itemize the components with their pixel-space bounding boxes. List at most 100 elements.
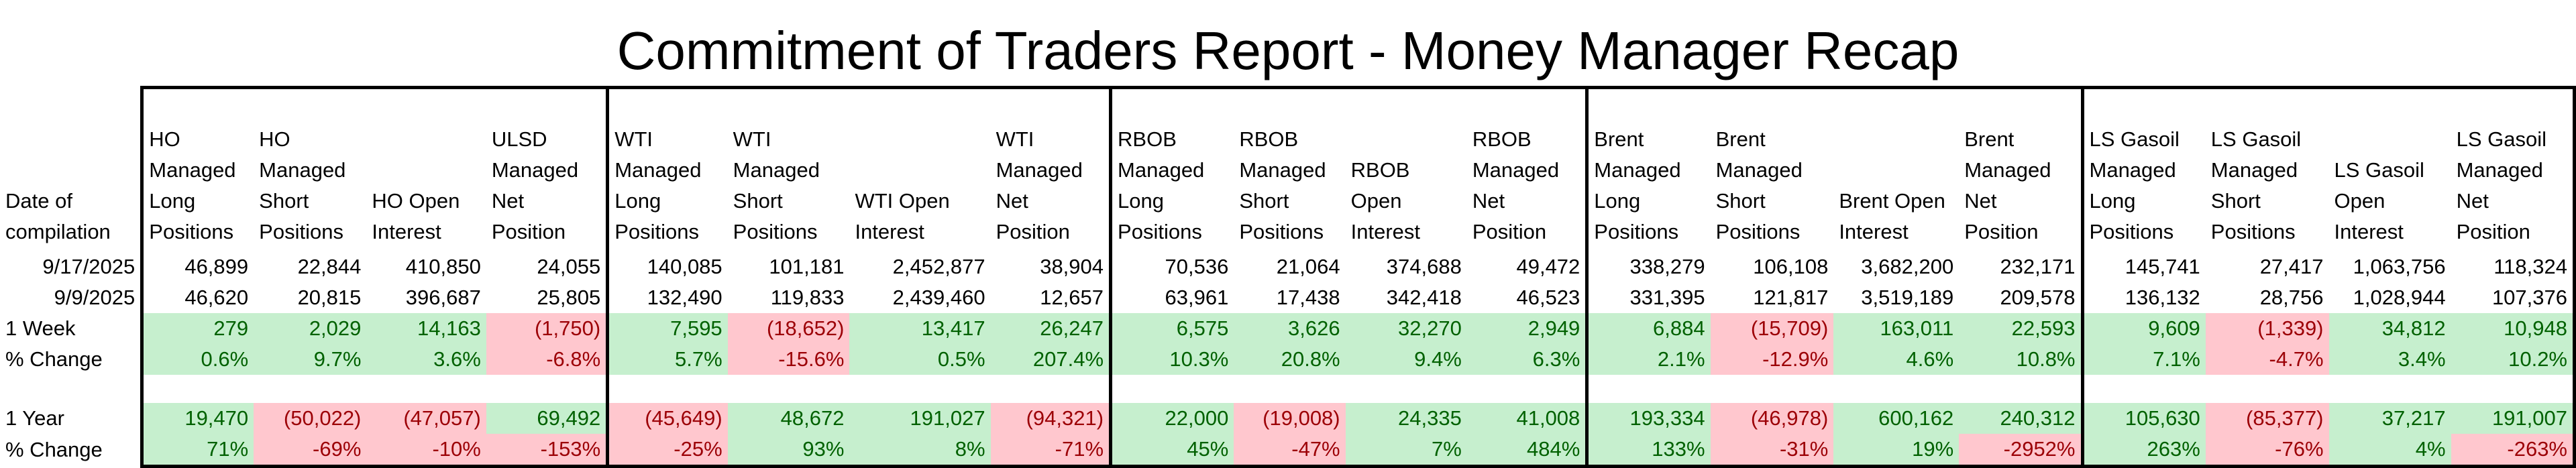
row-label: 9/17/2025 bbox=[42, 255, 136, 278]
row-label: 1 Year bbox=[5, 406, 64, 430]
table-cell: 600,162 bbox=[1833, 403, 1960, 434]
table-cell: 101,181 bbox=[769, 255, 845, 278]
table-cell: 140,085 bbox=[606, 251, 728, 282]
table-cell: 133% bbox=[1585, 434, 1711, 468]
table-cell: 121,817 bbox=[1753, 286, 1829, 309]
table-cell: 22,593 bbox=[1959, 313, 2082, 344]
table-cell: -25% bbox=[606, 434, 728, 468]
column-header: ULSD Managed Net Position bbox=[486, 86, 608, 251]
table-cell: 410,850 bbox=[405, 255, 481, 278]
table-cell: 46,899 bbox=[140, 251, 254, 282]
table-cell: -2952% bbox=[1959, 434, 2082, 468]
table-cell: 2,452,877 bbox=[892, 255, 985, 278]
table-cell: 48,672 bbox=[727, 403, 850, 434]
table-cell: -15.6% bbox=[727, 344, 850, 375]
spacer-cell bbox=[2206, 375, 2329, 403]
table-cell: (45,649) bbox=[606, 403, 728, 434]
table-cell: 9.7% bbox=[254, 344, 367, 375]
table-row: 9/9/2025 46,620 20,815 396,687 25,805 132,490… bbox=[0, 282, 2576, 313]
table-cell: 132,490 bbox=[606, 282, 728, 313]
table-cell: 263% bbox=[2080, 434, 2206, 468]
spacer-cell bbox=[606, 375, 728, 403]
table-cell: (46,978) bbox=[1710, 403, 1834, 434]
table-cell: (15,709) bbox=[1710, 313, 1834, 344]
table-cell: 24,055 bbox=[537, 255, 601, 278]
spacer-cell bbox=[1711, 375, 1834, 403]
table-cell: -12.9% bbox=[1710, 344, 1834, 375]
column-header: LS Gasoil Managed Net Position bbox=[2451, 86, 2576, 251]
table-cell: (19,008) bbox=[1234, 403, 1346, 434]
table-cell: 2,029 bbox=[254, 313, 367, 344]
table-cell: 27,417 bbox=[2259, 255, 2324, 278]
spacer-cell bbox=[849, 375, 990, 403]
column-header: WTI Managed Short Positions bbox=[727, 86, 850, 251]
table-cell: -76% bbox=[2205, 434, 2329, 468]
table-cell: -6.8% bbox=[486, 344, 608, 375]
date-column-header: Date of compilation bbox=[5, 189, 111, 243]
spacer-row bbox=[0, 375, 2576, 403]
table-cell: 0.5% bbox=[849, 344, 991, 375]
row-label: % Change bbox=[5, 438, 103, 462]
table-cell: 17,438 bbox=[1276, 286, 1340, 309]
table-cell: -47% bbox=[1234, 434, 1346, 468]
table-row: 1 Year 19,470 (50,022) (47,057) 69,492 (45,64… bbox=[0, 403, 2576, 434]
table-cell: -31% bbox=[1710, 434, 1834, 468]
table-cell: 24,335 bbox=[1345, 403, 1467, 434]
table-cell: 4% bbox=[2328, 434, 2451, 468]
table-cell: 3.6% bbox=[366, 344, 486, 375]
table-cell: 93% bbox=[727, 434, 850, 468]
column-header: RBOB Open Interest bbox=[1345, 86, 1467, 251]
table-cell: 374,688 bbox=[1386, 255, 1462, 278]
table-cell: 13,417 bbox=[849, 313, 991, 344]
table-cell: 3.4% bbox=[2328, 344, 2451, 375]
spacer-cell bbox=[1346, 375, 1467, 403]
table-row: 1 Week 279 2,029 14,163 (1,750) 7,595 (18,652)… bbox=[0, 313, 2576, 344]
table-cell: 5.7% bbox=[606, 344, 728, 375]
spacer-cell bbox=[1467, 375, 1587, 403]
table-cell: 6,884 bbox=[1585, 313, 1711, 344]
column-header: RBOB Managed Long Positions bbox=[1109, 86, 1234, 251]
spacer-cell bbox=[140, 375, 254, 403]
table-cell: 10,948 bbox=[2451, 313, 2576, 344]
column-header: LS Gasoil Managed Short Positions bbox=[2205, 86, 2329, 251]
column-header: WTI Managed Net Position bbox=[990, 86, 1111, 251]
column-header: RBOB Managed Net Position bbox=[1466, 86, 1587, 251]
spacer-cell bbox=[2451, 375, 2576, 403]
table-cell: 6.3% bbox=[1466, 344, 1587, 375]
table-cell: 119,833 bbox=[770, 286, 845, 309]
table-cell: (1,339) bbox=[2205, 313, 2329, 344]
table-cell: 484% bbox=[1466, 434, 1587, 468]
table-cell: 21,064 bbox=[1276, 255, 1340, 278]
table-cell: 46,523 bbox=[1516, 286, 1580, 309]
spacer-cell bbox=[1959, 375, 2082, 403]
table-cell: 46,620 bbox=[140, 282, 254, 313]
table-row: % Change 71% -69% -10% -153% -25% 93% 8% -71% 45%… bbox=[0, 434, 2576, 468]
table-cell: 38,904 bbox=[1040, 255, 1104, 278]
spacer-cell bbox=[0, 375, 142, 403]
table-cell: 69,492 bbox=[486, 403, 608, 434]
table-cell: 2,439,460 bbox=[892, 286, 985, 309]
cot-recap-table: Date of compilation HO Managed Long Posit… bbox=[0, 86, 2576, 468]
table-cell: 37,217 bbox=[2328, 403, 2451, 434]
table-cell: (85,377) bbox=[2205, 403, 2329, 434]
table-cell: (50,022) bbox=[254, 403, 367, 434]
row-label: 1 Week bbox=[5, 316, 76, 340]
table-cell: 7,595 bbox=[606, 313, 728, 344]
table-cell: 71% bbox=[140, 434, 254, 468]
table-cell: 70,536 bbox=[1109, 251, 1234, 282]
table-cell: 12,657 bbox=[1040, 286, 1104, 309]
table-cell: 9,609 bbox=[2080, 313, 2206, 344]
row-label: % Change bbox=[5, 347, 103, 371]
table-cell: 22,844 bbox=[297, 255, 362, 278]
table-cell: 136,132 bbox=[2080, 282, 2206, 313]
table-cell: 342,418 bbox=[1386, 286, 1462, 309]
table-cell: 232,171 bbox=[2000, 255, 2076, 278]
table-cell: 331,395 bbox=[1585, 282, 1711, 313]
table-cell: 25,805 bbox=[537, 286, 601, 309]
table-cell: 20.8% bbox=[1234, 344, 1346, 375]
table-cell: 118,324 bbox=[2451, 251, 2576, 282]
table-cell: 0.6% bbox=[140, 344, 254, 375]
spacer-cell bbox=[366, 375, 486, 403]
table-cell: 10.2% bbox=[2451, 344, 2576, 375]
row-label: 9/9/2025 bbox=[54, 286, 136, 309]
